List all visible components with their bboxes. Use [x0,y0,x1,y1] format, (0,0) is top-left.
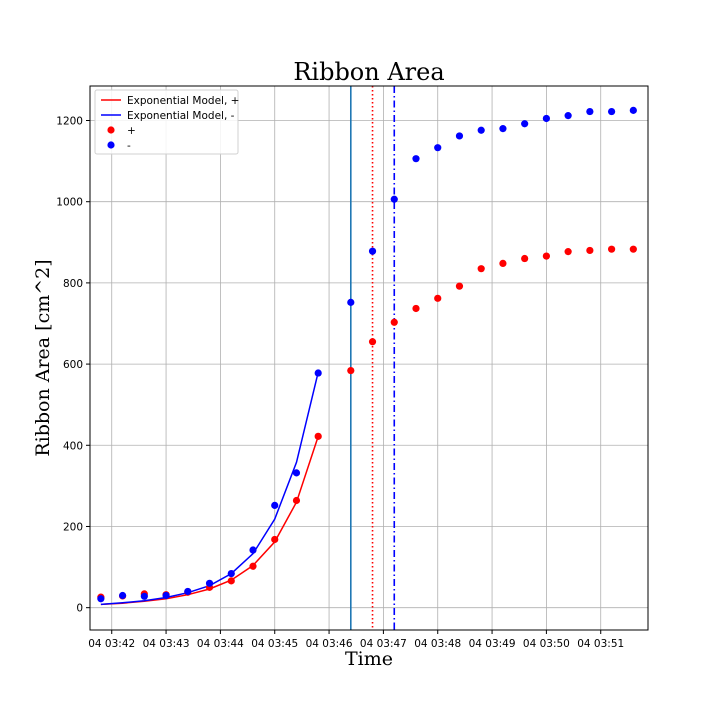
y-axis-label: Ribbon Area [cm^2] [32,259,54,456]
data-point-2-19 [521,254,529,263]
data-point-3-17 [477,126,485,134]
data-point-2-10 [314,432,322,440]
x-axis-label: Time [345,648,393,670]
data-point-2-13 [390,318,398,326]
legend: Exponential Model, + Exponential Model, -… [94,89,239,155]
y-axis-ticks: 0 200 400 600 800 1000 1200 [56,116,90,615]
x-axis-ticks: 04 03:42 04 03:43 04 03:44 04 03:45 04 03:46… [88,630,624,650]
data-point-3-15 [434,144,442,152]
data-points [97,106,637,603]
data-point-2-15 [434,294,442,302]
data-point-3-10 [314,369,322,377]
data-point-3-21 [564,112,572,120]
y-tick-label: 1000 [56,197,83,209]
data-point-3-16 [455,132,464,140]
legend-label-3: - [127,140,131,152]
y-tick-label: 600 [63,359,83,371]
data-point-3-23 [607,107,616,116]
data-point-3-20 [542,114,550,123]
data-point-2-11 [347,366,355,375]
data-point-3-18 [499,125,507,133]
data-point-2-7 [249,562,257,570]
x-tick-label: 04 03:48 [414,638,461,650]
legend-swatch-3 [107,141,115,149]
x-tick-label: 04 03:42 [88,638,135,650]
data-point-3-11 [347,298,355,306]
data-point-2-8 [271,535,279,544]
data-point-3-2 [140,592,148,600]
data-point-3-1 [118,591,127,600]
x-tick-label: 04 03:47 [360,638,407,650]
data-point-3-8 [271,501,279,509]
legend-box [94,89,239,155]
data-point-3-4 [184,587,192,596]
data-point-3-22 [586,107,594,116]
x-tick-label: 04 03:46 [306,638,353,650]
data-point-3-6 [227,569,235,578]
y-tick-label: 200 [63,521,83,533]
data-point-2-23 [607,245,616,253]
data-point-3-19 [521,120,529,128]
data-point-3-12 [368,247,377,255]
data-point-2-24 [629,245,637,253]
grid [90,86,648,630]
x-tick-label: 04 03:50 [523,638,570,650]
data-point-2-9 [292,496,301,505]
x-tick-label: 04 03:45 [251,638,298,650]
legend-label-2: + [127,125,136,137]
data-point-3-24 [629,106,637,114]
legend-label-0: Exponential Model, + [127,95,239,107]
legend-label-1: Exponential Model, - [127,110,235,122]
data-point-3-5 [205,579,214,587]
data-point-3-9 [292,469,301,477]
data-point-3-0 [97,595,105,603]
data-point-2-20 [542,252,550,260]
x-tick-label: 04 03:44 [197,638,244,650]
plot-frame [89,85,649,631]
y-tick-label: 800 [63,278,83,290]
data-point-2-14 [412,304,420,313]
data-point-3-7 [249,546,257,554]
data-point-2-21 [564,248,572,256]
data-point-3-13 [390,195,398,203]
data-point-2-6 [227,577,235,585]
chart-title: Ribbon Area [293,58,444,86]
vertical-markers [349,86,396,630]
data-point-2-16 [455,282,464,290]
y-tick-label: 400 [63,440,83,452]
data-point-2-12 [368,338,377,346]
data-point-2-22 [586,246,594,255]
x-tick-label: 04 03:43 [143,638,190,650]
y-tick-label: 1200 [56,116,83,128]
data-point-3-14 [412,155,420,163]
data-point-2-17 [477,265,485,273]
y-tick-label: 0 [76,603,83,615]
x-tick-label: 04 03:49 [469,638,516,650]
data-point-3-3 [162,591,170,600]
x-tick-label: 04 03:51 [577,638,624,650]
data-point-2-18 [499,259,507,268]
legend-swatch-2 [107,126,115,134]
